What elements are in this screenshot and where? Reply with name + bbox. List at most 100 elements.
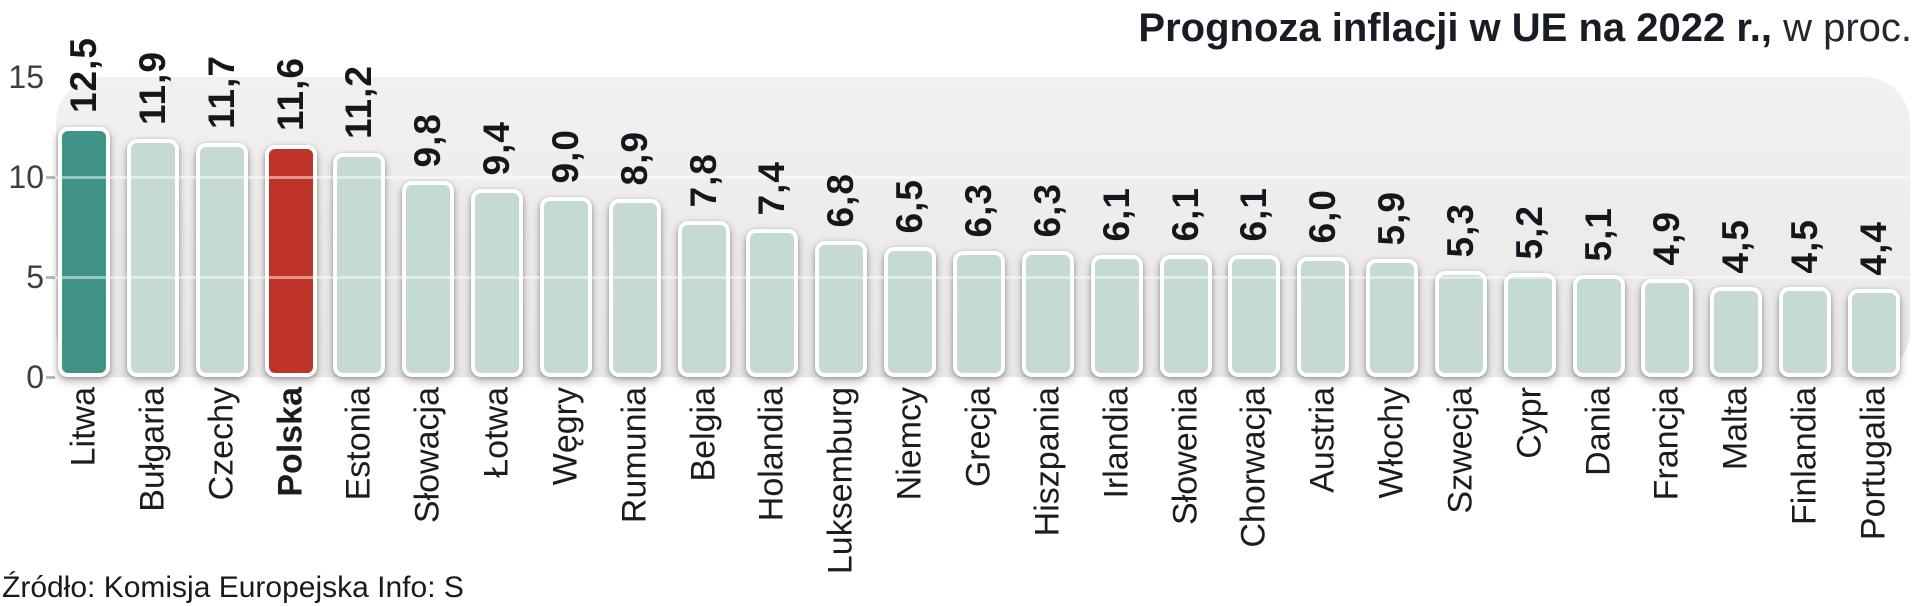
bar-country-label: Polska bbox=[271, 387, 310, 497]
bar-value-label: 5,9 bbox=[1371, 190, 1413, 245]
bar-value-label: 11,6 bbox=[269, 57, 311, 131]
bar-portugalia bbox=[1847, 289, 1900, 377]
y-tick-label-0: 0 bbox=[26, 359, 44, 395]
bar-country-label: Hiszpania bbox=[1028, 387, 1067, 537]
y-tick-mark-10 bbox=[46, 176, 55, 179]
bar-value-label: 6,8 bbox=[820, 172, 862, 227]
bar-łotwa bbox=[471, 189, 524, 377]
bar-value-label: 9,0 bbox=[544, 128, 586, 183]
bar-szwecja bbox=[1434, 271, 1487, 377]
bar-malta bbox=[1710, 287, 1763, 377]
bar-cell-słowacja: 9,8 Słowacja bbox=[402, 77, 455, 523]
bar-cell-belgia: 7,8 Belgia bbox=[677, 77, 730, 482]
bar-cell-łotwa: 9,4 Łotwa bbox=[471, 77, 524, 478]
bar-country-label: Francja bbox=[1647, 387, 1686, 501]
bar-cell-irlandia: 6,1 Irlandia bbox=[1090, 77, 1143, 499]
y-tick-label-15: 15 bbox=[8, 59, 44, 95]
chart-title-unit: w proc. bbox=[1771, 6, 1912, 50]
bar-cell-francja: 4,9 Francja bbox=[1641, 77, 1694, 500]
bar-country-label: Szwecja bbox=[1441, 387, 1480, 514]
bar-cell-estonia: 11,2 Estonia bbox=[333, 65, 386, 500]
bar-cell-hiszpania: 6,3 Hiszpania bbox=[1021, 77, 1074, 536]
bar-country-label: Łotwa bbox=[477, 387, 516, 478]
bar-cypr bbox=[1503, 273, 1556, 377]
bar-węgry bbox=[539, 197, 592, 377]
bar-value-label: 6,1 bbox=[1233, 186, 1275, 241]
bars-row: 12,5 Litwa 11,9 Bułgaria 11,7 Czechy 11,6 Polsk… bbox=[58, 37, 1900, 574]
bar-cell-rumunia: 8,9 Rumunia bbox=[608, 77, 661, 523]
bar-cell-luksemburg: 6,8 Luksemburg bbox=[815, 77, 868, 574]
bar-value-label: 9,4 bbox=[476, 120, 518, 175]
bar-cell-niemcy: 6,5 Niemcy bbox=[884, 77, 937, 500]
bar-litwa bbox=[58, 127, 110, 377]
bar-country-label: Litwa bbox=[64, 387, 103, 467]
gridline-10 bbox=[56, 176, 1910, 179]
bar-value-label: 7,8 bbox=[682, 152, 724, 207]
bar-country-label: Austria bbox=[1303, 387, 1342, 493]
bar-value-label: 6,3 bbox=[957, 182, 999, 237]
bar-value-label: 5,3 bbox=[1439, 202, 1481, 257]
bar-country-label: Chorwacja bbox=[1234, 387, 1273, 548]
bar-value-label: 6,1 bbox=[1164, 186, 1206, 241]
bar-country-label: Słowenia bbox=[1166, 387, 1204, 525]
bar-value-label: 11,7 bbox=[200, 55, 242, 129]
bar-cell-austria: 6,0 Austria bbox=[1297, 77, 1350, 493]
bar-country-label: Malta bbox=[1716, 387, 1755, 471]
chart-title: Prognoza inflacji w UE na 2022 r., w pro… bbox=[1138, 4, 1912, 52]
bar-cell-cypr: 5,2 Cypr bbox=[1503, 77, 1556, 459]
bar-country-label: Dania bbox=[1579, 387, 1618, 476]
bar-country-label: Bułgaria bbox=[133, 387, 172, 512]
bar-czechy bbox=[195, 143, 248, 377]
bar-bułgaria bbox=[126, 139, 179, 377]
plot-area: 12,5 Litwa 11,9 Bułgaria 11,7 Czechy 11,6 Polsk… bbox=[56, 37, 1910, 574]
bar-niemcy bbox=[884, 247, 937, 377]
bar-country-label: Portugalia bbox=[1854, 387, 1893, 541]
bar-francja bbox=[1641, 279, 1694, 377]
bar-hiszpania bbox=[1021, 251, 1074, 377]
bar-value-label: 6,1 bbox=[1095, 186, 1137, 241]
bar-country-label: Grecja bbox=[959, 387, 998, 488]
bar-country-label: Irlandia bbox=[1097, 387, 1136, 499]
bar-cell-szwecja: 5,3 Szwecja bbox=[1434, 77, 1487, 514]
bar-luksemburg bbox=[815, 241, 868, 377]
bar-value-label: 9,8 bbox=[407, 112, 449, 167]
bar-country-label: Luksemburg bbox=[821, 387, 860, 575]
bar-value-label: 4,5 bbox=[1784, 218, 1826, 273]
bar-country-label: Holandia bbox=[752, 387, 791, 522]
bar-rumunia bbox=[608, 199, 661, 377]
bar-cell-grecja: 6,3 Grecja bbox=[952, 77, 1005, 487]
bar-country-label: Cypr bbox=[1510, 387, 1549, 459]
bar-belgia bbox=[677, 221, 730, 377]
bar-country-label: Czechy bbox=[202, 387, 241, 501]
bar-value-label: 6,0 bbox=[1302, 188, 1344, 243]
bar-value-label: 11,9 bbox=[131, 51, 173, 125]
bar-country-label: Włochy bbox=[1372, 387, 1411, 499]
bar-włochy bbox=[1366, 259, 1419, 377]
bar-cell-finlandia: 4,5 Finlandia bbox=[1779, 77, 1832, 525]
bar-value-label: 4,4 bbox=[1852, 220, 1894, 275]
bar-cell-czechy: 11,7 Czechy bbox=[195, 55, 248, 500]
bar-country-label: Finlandia bbox=[1785, 387, 1824, 525]
bar-austria bbox=[1297, 257, 1350, 377]
bar-finlandia bbox=[1779, 287, 1832, 377]
bar-holandia bbox=[746, 229, 799, 377]
bar-country-label: Słowacja bbox=[408, 387, 447, 524]
bar-grecja bbox=[952, 251, 1005, 377]
bar-value-label: 5,1 bbox=[1577, 206, 1619, 261]
bar-country-label: Węgry bbox=[546, 387, 585, 486]
bar-country-label: Estonia bbox=[339, 387, 378, 501]
y-tick-label-10: 10 bbox=[8, 159, 44, 195]
bar-value-label: 11,2 bbox=[338, 65, 380, 139]
bar-cell-włochy: 5,9 Włochy bbox=[1366, 77, 1419, 498]
bar-polska bbox=[264, 145, 317, 377]
bar-value-label: 4,5 bbox=[1715, 218, 1757, 273]
gridline-5 bbox=[56, 276, 1910, 279]
bar-value-label: 4,9 bbox=[1646, 210, 1688, 265]
bar-cell-bułgaria: 11,9 Bułgaria bbox=[126, 51, 179, 512]
bar-cell-chorwacja: 6,1 Chorwacja bbox=[1228, 77, 1281, 548]
bar-cell-portugalia: 4,4 Portugalia bbox=[1847, 77, 1900, 540]
bar-value-label: 6,5 bbox=[889, 178, 931, 233]
y-tick-mark-5 bbox=[46, 276, 55, 279]
bar-country-label: Belgia bbox=[684, 387, 723, 482]
